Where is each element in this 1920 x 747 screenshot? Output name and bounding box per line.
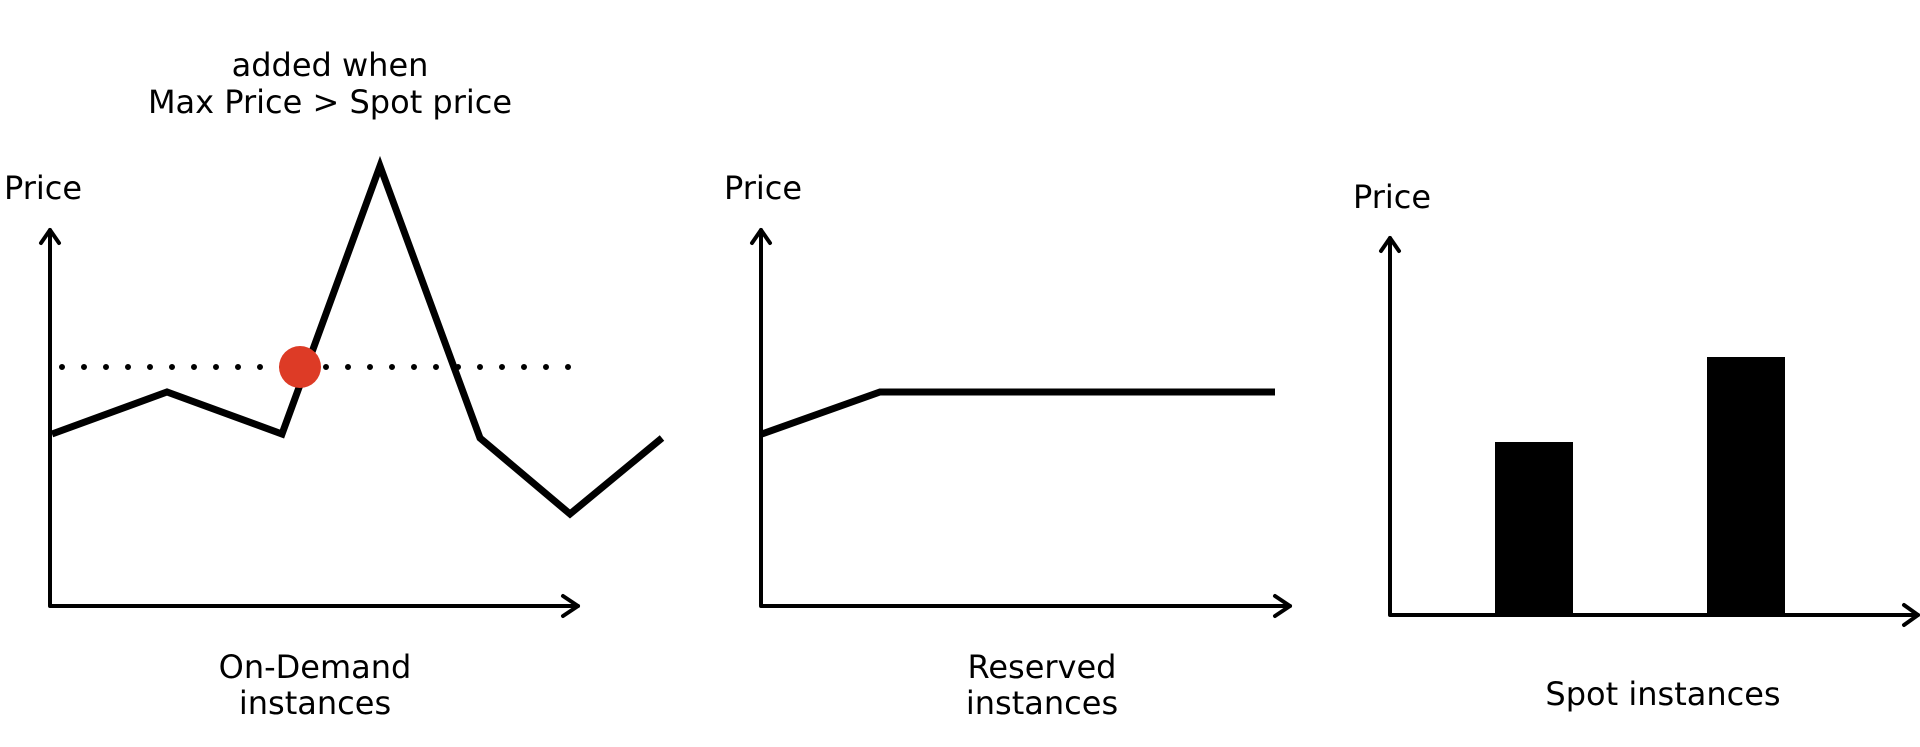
panel-3-axes: [1388, 236, 1920, 617]
panel-3-caption: Spot instances: [1545, 675, 1780, 713]
panel-3-axis-label: Price: [1353, 178, 1431, 216]
panel-1-y-arrow: [39, 228, 61, 245]
panel-1-axes: [48, 228, 580, 608]
reserved-panel: Price Reserved instances: [724, 169, 1292, 722]
on-demand-panel: Price added when Max Price > Spot price …: [4, 46, 665, 722]
panel-1-axis-label: Price: [4, 169, 82, 207]
spot-panel: Price Spot instances: [1353, 178, 1920, 713]
panel-1-x-arrow: [561, 594, 580, 618]
on-demand-price-line: [50, 155, 665, 519]
panel-2-x-arrow: [1273, 594, 1292, 618]
annotation-line-2: Max Price > Spot price: [148, 83, 512, 121]
panel-2-axis-label: Price: [724, 169, 802, 207]
spot-bar-1: [1495, 442, 1573, 613]
panel-2-caption-line-2: instances: [966, 684, 1118, 722]
panel-1-caption-line-1: On-Demand: [219, 648, 412, 686]
annotation-line-1: added when: [232, 46, 429, 84]
panel-2-axes: [759, 228, 1292, 608]
panel-2-caption-line-1: Reserved: [968, 648, 1117, 686]
panel-1-caption-line-2: instances: [239, 684, 391, 722]
panel-3-y-arrow: [1379, 236, 1401, 253]
panel-2-y-arrow: [750, 228, 772, 245]
spot-added-marker: [279, 346, 321, 388]
reserved-price-line: [760, 388, 1275, 438]
spot-bar-2: [1707, 357, 1785, 613]
panel-3-x-arrow: [1902, 603, 1920, 627]
